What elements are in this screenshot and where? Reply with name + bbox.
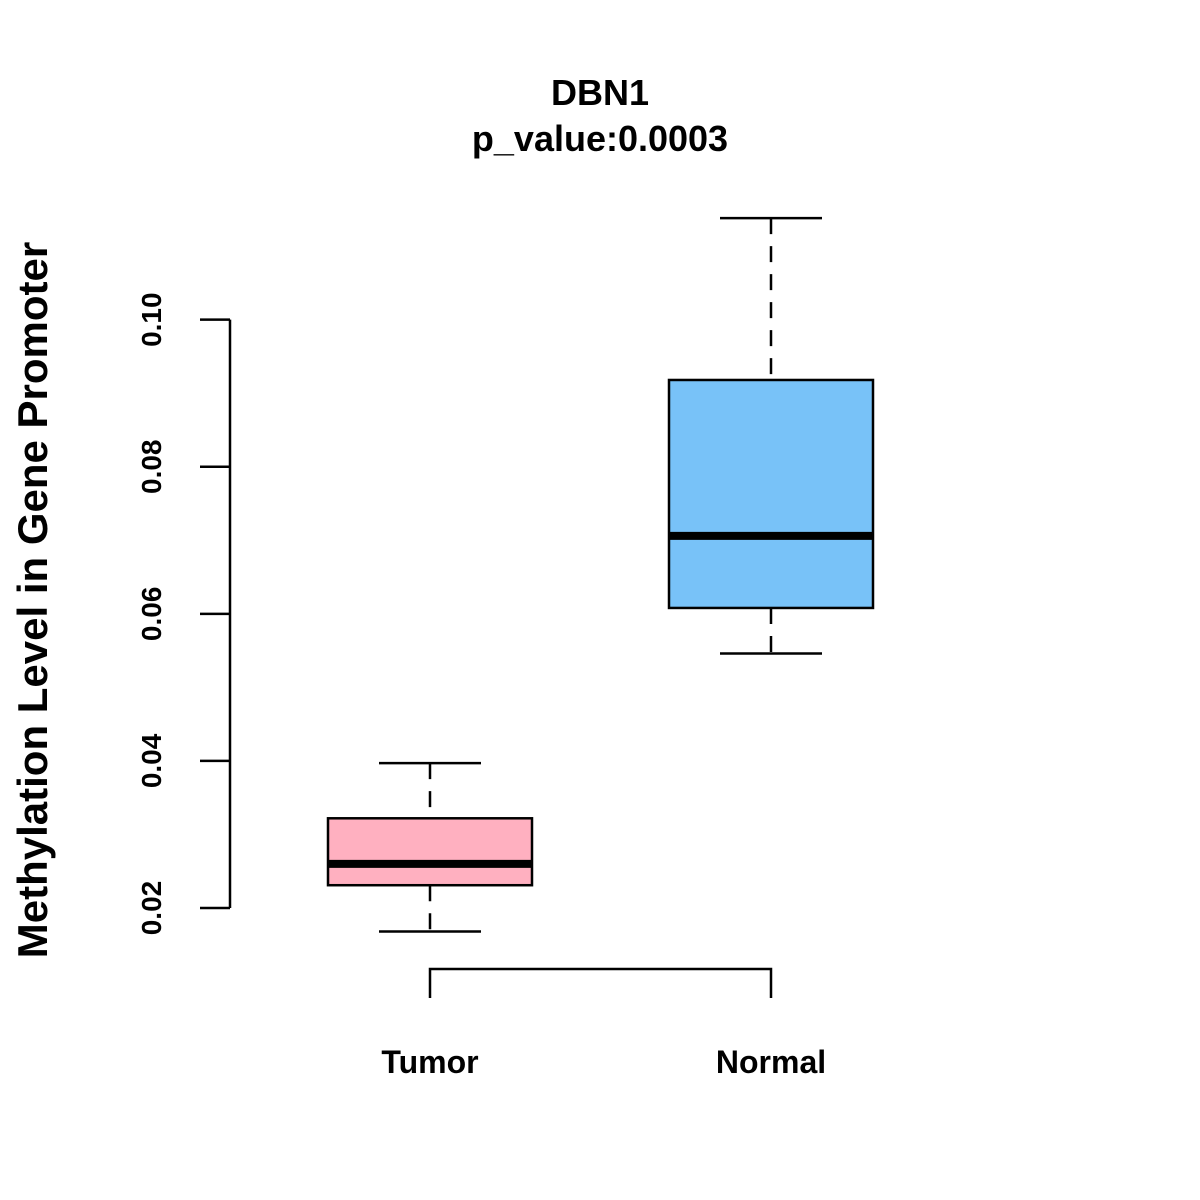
y-axis: 0.02 0.04 0.06 0.08 0.10 bbox=[136, 292, 232, 936]
chart-subtitle: p_value:0.0003 bbox=[472, 118, 728, 159]
x-axis-labels: Tumor Normal bbox=[381, 1044, 826, 1080]
bracket-line bbox=[428, 967, 773, 998]
y-tick-label: 0.06 bbox=[136, 587, 167, 642]
y-tick-label: 0.02 bbox=[136, 881, 167, 936]
y-tick-label: 0.04 bbox=[136, 733, 167, 788]
y-tick-label: 0.10 bbox=[136, 292, 167, 347]
x-category-label: Tumor bbox=[381, 1044, 478, 1080]
x-category-label: Normal bbox=[716, 1044, 826, 1080]
y-tick-label: 0.08 bbox=[136, 440, 167, 495]
iqr-box bbox=[667, 378, 875, 610]
box-group bbox=[326, 216, 875, 933]
chart-title: DBN1 bbox=[551, 72, 649, 113]
comparison-bracket bbox=[428, 967, 773, 998]
box-normal bbox=[667, 216, 875, 655]
box-tumor bbox=[326, 761, 534, 933]
y-axis-label: Methylation Level in Gene Promoter bbox=[9, 242, 56, 958]
iqr-box bbox=[326, 817, 534, 887]
